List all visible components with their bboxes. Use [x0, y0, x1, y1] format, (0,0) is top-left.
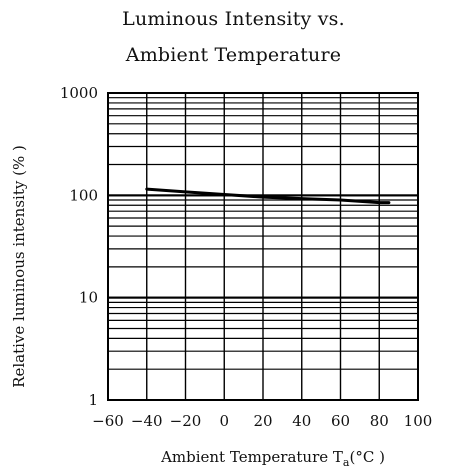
- x-tick-label: 80: [370, 412, 389, 430]
- y-tick-labels: 1 10 100 1000: [60, 84, 98, 409]
- y-tick-label: 10: [79, 289, 98, 307]
- x-axis-label: Ambient Temperature Ta(°C ): [160, 448, 385, 469]
- x-tick-label: −60: [92, 412, 124, 430]
- x-tick-label: −20: [170, 412, 202, 430]
- x-tick-label: 40: [292, 412, 311, 430]
- grid-lines: [108, 92, 418, 401]
- x-tick-label: 60: [331, 412, 350, 430]
- x-tick-label: 20: [253, 412, 272, 430]
- y-tick-label: 100: [69, 186, 98, 204]
- series-layer: [145, 187, 391, 205]
- y-tick-label: 1000: [60, 84, 98, 102]
- y-axis-label: Relative luminous intensity (% ): [10, 145, 28, 388]
- y-tick-label: 1: [88, 391, 98, 409]
- x-tick-label: 100: [404, 412, 433, 430]
- x-tick-labels: −60 −40 −20 0 20 40 60 80 100: [92, 412, 432, 430]
- chart-title-line2: Ambient Temperature: [125, 44, 342, 66]
- x-tick-label: 0: [219, 412, 229, 430]
- plot-frame: [107, 92, 419, 401]
- x-tick-label: −40: [131, 412, 163, 430]
- series-line: [145, 187, 391, 205]
- x-axis-label-unit: (°C ): [349, 448, 384, 466]
- x-axis-label-main: Ambient Temperature T: [160, 448, 343, 466]
- x-axis-label-sub: a: [343, 456, 350, 469]
- chart-title-line1: Luminous Intensity vs.: [122, 8, 345, 30]
